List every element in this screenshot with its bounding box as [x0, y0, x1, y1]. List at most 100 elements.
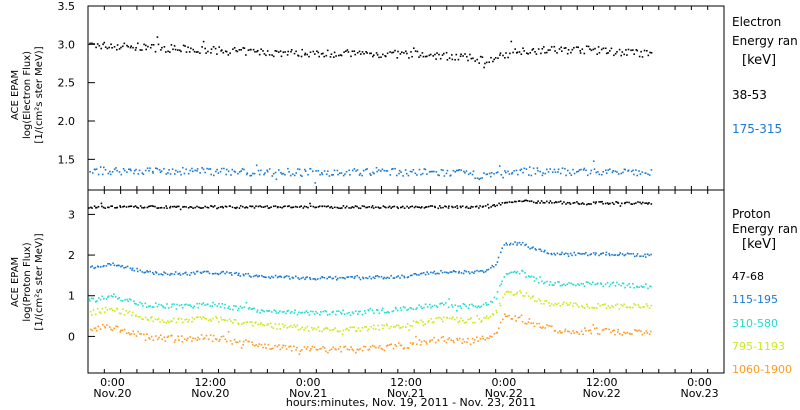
data-point — [307, 312, 309, 314]
data-point — [98, 206, 100, 208]
data-point — [483, 272, 485, 274]
data-point — [556, 202, 558, 204]
data-point — [522, 242, 524, 244]
data-point — [370, 53, 372, 55]
data-point — [590, 173, 592, 175]
data-point — [275, 275, 277, 277]
data-point — [159, 169, 161, 171]
data-point — [237, 51, 239, 53]
data-point — [291, 350, 293, 352]
data-point — [509, 173, 511, 175]
data-point — [142, 319, 144, 321]
data-point — [449, 337, 451, 339]
data-point — [553, 284, 555, 286]
data-point — [370, 308, 372, 310]
data-point — [637, 253, 639, 255]
data-point — [592, 281, 594, 283]
data-point — [589, 203, 591, 205]
data-point — [294, 309, 296, 311]
data-point — [559, 48, 561, 50]
data-point — [132, 268, 134, 270]
data-point — [334, 170, 336, 172]
data-point — [228, 54, 230, 56]
data-point — [573, 303, 575, 305]
data-point — [493, 266, 495, 268]
data-point — [287, 310, 289, 312]
data-point — [298, 55, 300, 57]
data-point — [190, 306, 192, 308]
data-point — [89, 300, 91, 302]
data-point — [456, 170, 458, 172]
data-point — [509, 201, 511, 203]
data-point — [377, 275, 379, 277]
data-point — [497, 332, 499, 334]
data-point — [324, 206, 326, 208]
data-point — [249, 205, 251, 207]
data-point — [585, 330, 587, 332]
data-point — [363, 346, 365, 348]
data-point — [291, 311, 293, 313]
data-point — [296, 347, 298, 349]
electron-ytick-label: 3.5 — [58, 0, 76, 13]
data-point — [627, 285, 629, 287]
proton-legend-title: Proton — [732, 207, 771, 221]
data-point — [615, 304, 617, 306]
data-point — [170, 206, 172, 208]
data-point — [314, 346, 316, 348]
data-point — [606, 252, 608, 254]
data-point — [358, 327, 360, 329]
data-point — [490, 176, 492, 178]
data-point — [548, 253, 550, 255]
data-point — [105, 169, 107, 171]
data-point — [590, 329, 592, 331]
data-point — [389, 344, 391, 346]
data-point — [540, 53, 542, 55]
data-point — [279, 328, 281, 330]
data-point — [114, 265, 116, 267]
data-point — [441, 337, 443, 339]
data-point — [329, 350, 331, 352]
data-point — [171, 304, 173, 306]
data-point — [593, 201, 595, 203]
data-point — [312, 171, 314, 173]
data-point — [318, 52, 320, 54]
data-point — [274, 345, 276, 347]
data-point — [434, 54, 436, 56]
data-point — [338, 55, 340, 57]
data-point — [393, 310, 395, 312]
data-point — [377, 54, 379, 56]
data-point — [265, 55, 267, 57]
data-point — [449, 318, 451, 320]
data-point — [333, 329, 335, 331]
data-point — [250, 308, 252, 310]
data-point — [114, 46, 116, 48]
data-point — [403, 306, 405, 308]
data-point — [464, 53, 466, 55]
data-point — [221, 49, 223, 51]
data-point — [407, 323, 409, 325]
data-point — [208, 320, 210, 322]
data-point — [597, 283, 599, 285]
data-point — [269, 168, 271, 170]
data-point — [551, 46, 553, 48]
data-point — [605, 203, 607, 205]
data-point — [224, 307, 226, 309]
data-point — [374, 346, 376, 348]
data-point — [522, 47, 524, 49]
data-point — [512, 244, 514, 246]
data-point — [493, 204, 495, 206]
data-point — [281, 207, 283, 209]
data-point — [141, 303, 143, 305]
data-point — [319, 174, 321, 176]
data-point — [278, 51, 280, 53]
data-point — [432, 305, 434, 307]
data-point — [394, 168, 396, 170]
data-point — [158, 44, 160, 46]
data-point — [254, 51, 256, 53]
data-point — [302, 277, 304, 279]
data-point — [482, 338, 484, 340]
data-point — [466, 341, 468, 343]
data-point — [286, 275, 288, 277]
data-point — [297, 325, 299, 327]
data-point — [98, 174, 100, 176]
